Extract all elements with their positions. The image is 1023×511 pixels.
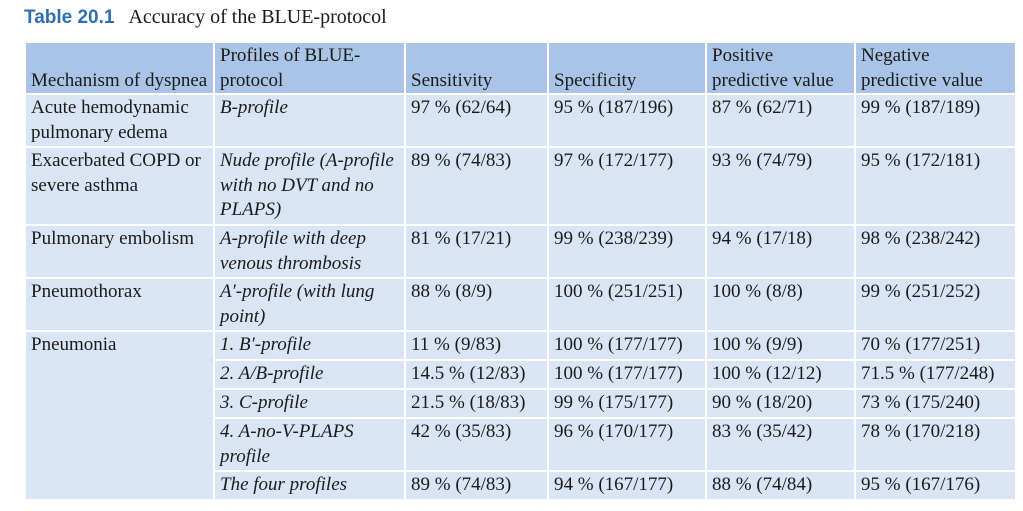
table-row: Pulmonary embolism A-profile with deep v… bbox=[24, 224, 1017, 279]
specificity-cell: 99 % (238/239) bbox=[547, 224, 707, 279]
table-row: 3. C-profile 21.5 % (18/83) 99 % (175/17… bbox=[25, 388, 1017, 419]
profile-cell: A′-profile (with lung point) bbox=[213, 277, 406, 332]
table-caption: Table 20.1 Accuracy of the BLUE-protocol bbox=[24, 6, 387, 36]
mechanism-cell: Acute hemodynamic pulmonary edema bbox=[24, 93, 215, 148]
sensitivity-cell: 81 % (17/21) bbox=[404, 224, 549, 279]
ppv-cell: 83 % (35/42) bbox=[705, 417, 856, 472]
specificity-cell: 95 % (187/196) bbox=[547, 93, 707, 148]
ppv-cell: 88 % (74/84) bbox=[705, 470, 856, 501]
header-ppv: Positive predictive value bbox=[705, 41, 856, 95]
npv-cell: 95 % (172/181) bbox=[854, 146, 1017, 226]
sensitivity-cell: 89 % (74/83) bbox=[404, 146, 549, 226]
header-row: Mechanism of dyspnea Profiles of BLUE-pr… bbox=[24, 41, 1017, 95]
profile-cell: The four profiles bbox=[213, 470, 406, 501]
npv-cell: 99 % (187/189) bbox=[854, 93, 1017, 148]
mechanism-cell: Pulmonary embolism bbox=[24, 224, 215, 279]
specificity-cell: 99 % (175/177) bbox=[547, 388, 707, 419]
sensitivity-cell: 97 % (62/64) bbox=[404, 93, 549, 148]
specificity-cell: 100 % (251/251) bbox=[547, 277, 707, 332]
table-row: Exacerbated COPD or severe asthma Nude p… bbox=[24, 146, 1017, 226]
npv-cell: 70 % (177/251) bbox=[854, 330, 1017, 361]
specificity-cell: 100 % (177/177) bbox=[547, 359, 707, 390]
table-row: 2. A/B-profile 14.5 % (12/83) 100 % (177… bbox=[25, 359, 1017, 390]
table-title: Accuracy of the BLUE-protocol bbox=[128, 6, 387, 28]
ppv-cell: 90 % (18/20) bbox=[705, 388, 856, 419]
mechanism-cell: Pneumonia bbox=[24, 330, 215, 501]
table-row: Pneumothorax A′-profile (with lung point… bbox=[24, 277, 1017, 332]
mechanism-cell: Exacerbated COPD or severe asthma bbox=[24, 146, 215, 226]
sensitivity-cell: 14.5 % (12/83) bbox=[404, 359, 549, 390]
sensitivity-cell: 88 % (8/9) bbox=[404, 277, 549, 332]
header-mechanism: Mechanism of dyspnea bbox=[24, 41, 215, 95]
sensitivity-cell: 11 % (9/83) bbox=[404, 330, 549, 361]
ppv-cell: 100 % (12/12) bbox=[705, 359, 856, 390]
npv-cell: 73 % (175/240) bbox=[854, 388, 1017, 419]
profile-cell: 4. A-no-V-PLAPS profile bbox=[213, 417, 406, 472]
profile-cell: A-profile with deep venous thrombosis bbox=[213, 224, 406, 279]
table-row: 4. A-no-V-PLAPS profile 42 % (35/83) 96 … bbox=[25, 417, 1017, 472]
npv-cell: 71.5 % (177/248) bbox=[854, 359, 1017, 390]
ppv-cell: 87 % (62/71) bbox=[705, 93, 856, 148]
sensitivity-cell: 42 % (35/83) bbox=[404, 417, 549, 472]
sensitivity-cell: 21.5 % (18/83) bbox=[404, 388, 549, 419]
mechanism-cell: Pneumothorax bbox=[24, 277, 215, 332]
header-npv: Negative predictive value bbox=[854, 41, 1017, 95]
specificity-cell: 96 % (170/177) bbox=[547, 417, 707, 472]
profile-cell: 2. A/B-profile bbox=[213, 359, 406, 390]
header-specificity: Specificity bbox=[547, 41, 707, 95]
specificity-cell: 94 % (167/177) bbox=[547, 470, 707, 501]
specificity-cell: 100 % (177/177) bbox=[547, 330, 707, 361]
header-profiles: Profiles of BLUE-protocol bbox=[213, 41, 406, 95]
specificity-cell: 97 % (172/177) bbox=[547, 146, 707, 226]
npv-cell: 98 % (238/242) bbox=[854, 224, 1017, 279]
table-number: Table 20.1 bbox=[24, 7, 115, 28]
npv-cell: 95 % (167/176) bbox=[854, 470, 1017, 501]
npv-cell: 78 % (170/218) bbox=[854, 417, 1017, 472]
accuracy-table: Mechanism of dyspnea Profiles of BLUE-pr… bbox=[24, 41, 1017, 501]
header-sensitivity: Sensitivity bbox=[404, 41, 549, 95]
ppv-cell: 100 % (9/9) bbox=[705, 330, 856, 361]
ppv-cell: 94 % (17/18) bbox=[705, 224, 856, 279]
profile-cell: B-profile bbox=[213, 93, 406, 148]
ppv-cell: 100 % (8/8) bbox=[705, 277, 856, 332]
table-row: The four profiles 89 % (74/83) 94 % (167… bbox=[25, 470, 1017, 501]
npv-cell: 99 % (251/252) bbox=[854, 277, 1017, 332]
profile-cell: Nude profile (A-profile with no DVT and … bbox=[213, 146, 406, 226]
profile-cell: 1. B′-profile bbox=[213, 330, 406, 361]
ppv-cell: 93 % (74/79) bbox=[705, 146, 856, 226]
table-row: Acute hemodynamic pulmonary edema B-prof… bbox=[24, 93, 1017, 148]
table-row: Pneumonia 1. B′-profile 11 % (9/83) 100 … bbox=[24, 330, 1017, 501]
profile-cell: 3. C-profile bbox=[213, 388, 406, 419]
sensitivity-cell: 89 % (74/83) bbox=[404, 470, 549, 501]
